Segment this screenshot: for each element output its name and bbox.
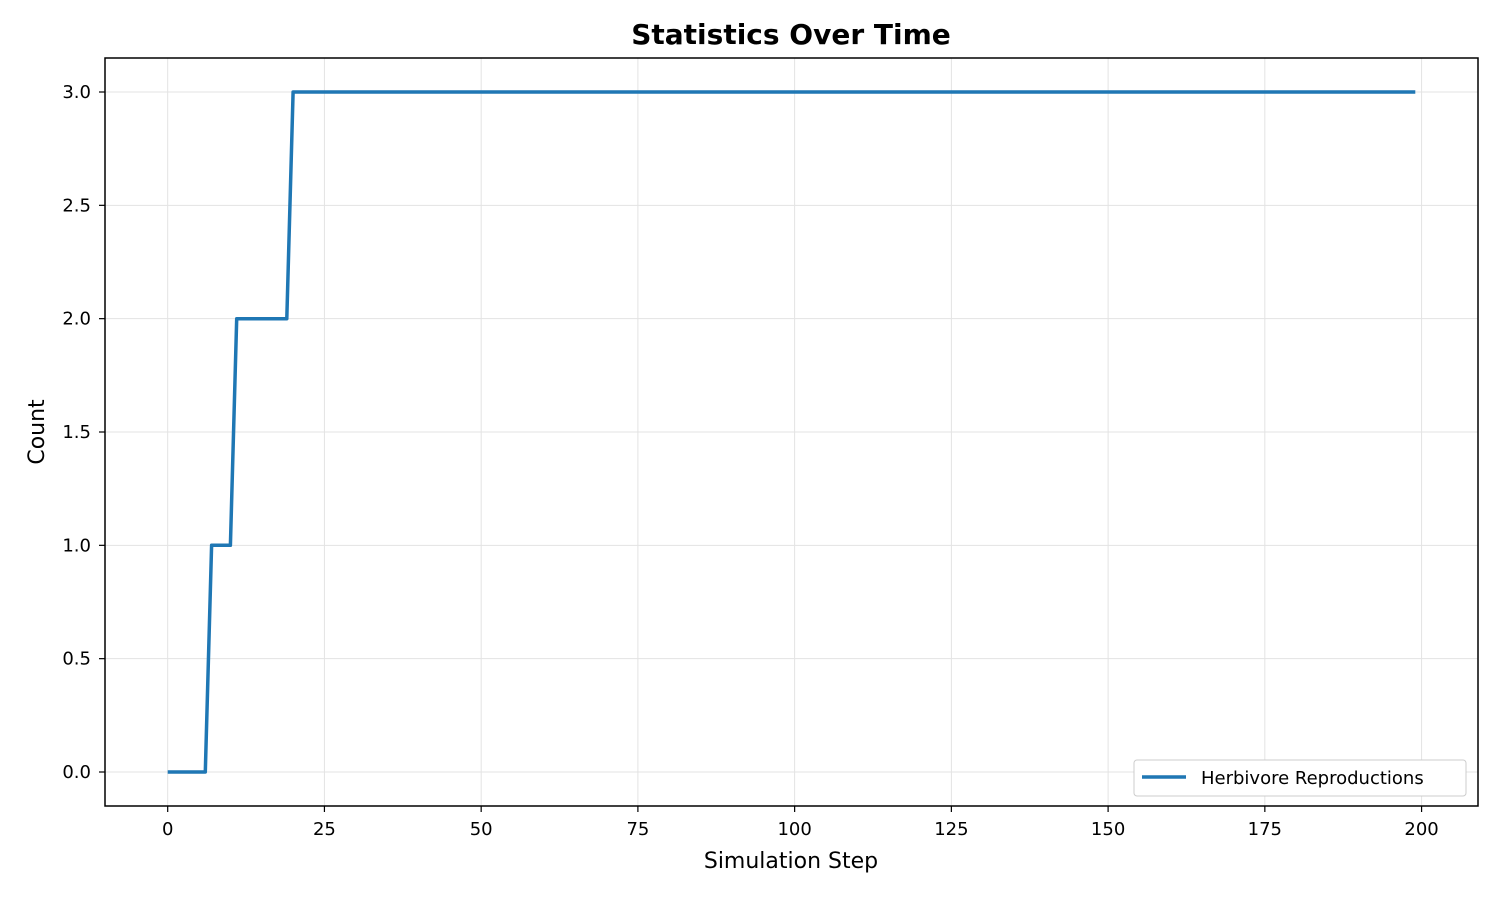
y-tick-label: 1.0 bbox=[62, 535, 91, 556]
y-tick-label: 0.5 bbox=[62, 649, 91, 670]
x-axis-label: Simulation Step bbox=[704, 849, 878, 874]
series-layer bbox=[167, 90, 1416, 774]
legend-box bbox=[1133, 759, 1467, 797]
x-tick-label: 125 bbox=[934, 819, 968, 840]
series-line-herbivore-reproductions bbox=[167, 90, 1416, 774]
x-tick-label: 0 bbox=[162, 819, 173, 840]
y-tick-label: 0.0 bbox=[62, 762, 91, 783]
x-tick-label: 175 bbox=[1248, 819, 1282, 840]
y-tick-label: 3.0 bbox=[62, 82, 91, 103]
x-tick-label: 75 bbox=[626, 819, 649, 840]
x-tick-label: 25 bbox=[313, 819, 336, 840]
y-tick-label: 2.0 bbox=[62, 309, 91, 330]
chart-title: Statistics Over Time bbox=[631, 18, 951, 51]
x-tick-label: 200 bbox=[1404, 819, 1438, 840]
y-tick-label: 2.5 bbox=[62, 195, 91, 216]
legend: Herbivore Reproductions bbox=[1133, 759, 1467, 797]
ticks: 0 25 50 75 100 125 150 175 200 0.0 0.5 1.0 1.5 2.0 2.5… bbox=[62, 82, 1438, 840]
x-tick-label: 150 bbox=[1091, 819, 1125, 840]
x-tick-label: 50 bbox=[470, 819, 493, 840]
y-tick-label: 1.5 bbox=[62, 422, 91, 443]
x-tick-label: 100 bbox=[777, 819, 811, 840]
y-axis-label: Count bbox=[25, 399, 50, 465]
legend-label: Herbivore Reproductions bbox=[1201, 768, 1424, 789]
